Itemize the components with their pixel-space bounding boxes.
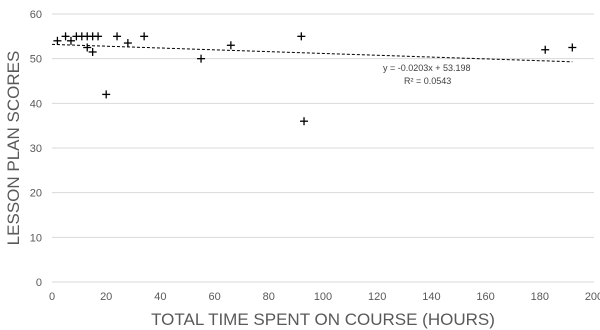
y-tick-label: 0	[36, 277, 42, 289]
data-point	[53, 36, 62, 45]
data-point	[66, 36, 75, 45]
gridlines	[52, 13, 594, 283]
data-point	[140, 32, 149, 41]
data-point	[88, 47, 97, 56]
x-tick-label: 180	[531, 291, 549, 303]
data-point	[83, 43, 92, 52]
data-point	[102, 90, 111, 99]
y-tick-label: 20	[30, 188, 42, 200]
data-point	[197, 54, 206, 63]
x-tick-label: 160	[476, 291, 494, 303]
data-point	[123, 39, 132, 48]
data-point	[113, 32, 122, 41]
data-point	[61, 32, 70, 41]
trendline	[51, 43, 573, 63]
x-tick-labels: 0 20 40 60 80 100 120 140 160 180 200	[49, 291, 600, 303]
data-point	[541, 45, 550, 54]
x-tick-label: 100	[314, 291, 332, 303]
data-point	[297, 32, 306, 41]
trendline-equation: y = -0.0203x + 53.198	[383, 63, 471, 73]
x-tick-label: 0	[49, 291, 55, 303]
x-tick-label: 40	[154, 291, 166, 303]
data-point	[94, 32, 103, 41]
data-point	[300, 117, 309, 126]
x-tick-label: 20	[100, 291, 112, 303]
x-tick-label: 140	[422, 291, 440, 303]
trendline-r-squared: R² = 0.0543	[404, 76, 451, 86]
y-tick-label: 60	[30, 9, 42, 21]
y-tick-label: 40	[30, 98, 42, 110]
data-points	[53, 32, 577, 126]
data-point	[226, 41, 235, 50]
x-tick-label: 60	[208, 291, 220, 303]
y-tick-label: 30	[30, 143, 42, 155]
data-point	[568, 43, 577, 52]
y-axis-title: LESSON PLAN SCORES	[4, 51, 23, 246]
y-tick-labels: 0 10 20 30 40 50 60	[30, 9, 42, 289]
y-tick-label: 10	[30, 232, 42, 244]
y-tick-label: 50	[30, 54, 42, 66]
x-tick-label: 120	[368, 291, 386, 303]
x-axis-title: TOTAL TIME SPENT ON COURSE (HOURS)	[151, 310, 495, 329]
x-tick-label: 80	[263, 291, 275, 303]
x-tick-label: 200	[585, 291, 600, 303]
